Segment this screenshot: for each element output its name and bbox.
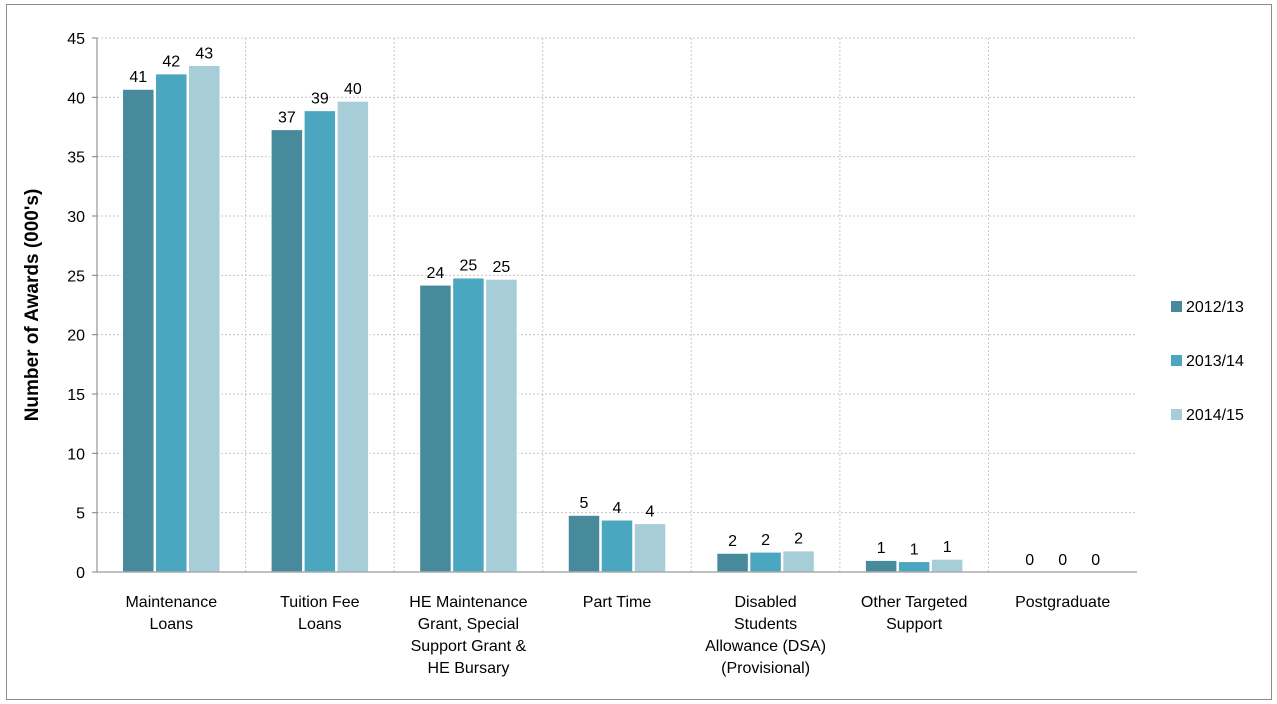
category-label: Postgraduate [1015,594,1110,611]
data-label: 40 [344,81,362,98]
y-tick-label: 5 [76,506,85,523]
bar-2014-15 [930,558,964,573]
y-tick-labels: 0 5 10 15 20 25 30 35 40 45 [67,31,85,582]
bar-2012-13 [418,284,453,573]
category-label: Loans [298,616,342,633]
category-label: Part Time [583,594,652,611]
bar-2014-15 [336,100,370,573]
bar-2012-13 [567,514,601,573]
bar-2013-14 [303,109,337,573]
y-tick-label: 45 [67,31,85,48]
legend: 2012/13 2013/14 2014/15 [1171,299,1244,424]
bar-2012-13 [715,552,750,573]
category-label: HE Maintenance [409,594,527,611]
category-label: Tuition Fee [280,594,360,611]
category-label: Students [734,616,797,633]
data-label: 2 [728,533,737,550]
category-label: (Provisional) [721,660,810,677]
category-label: Support Grant & [411,638,527,655]
bar-2012-13 [121,88,156,573]
data-label: 42 [162,54,180,71]
y-axis-title: Number of Awards (000's) [22,189,43,422]
grid-lines [92,37,1137,573]
data-label: 43 [195,45,213,62]
bar-2012-13 [864,559,898,573]
y-tick-label: 20 [67,328,85,345]
data-label: 0 [1058,552,1067,569]
y-tick-label: 10 [67,446,85,463]
bar-2013-14 [748,551,783,573]
data-label: 0 [1091,552,1100,569]
data-label: 5 [580,495,589,512]
category-label: Support [886,616,943,633]
bar-2014-15 [187,64,222,573]
data-label: 37 [278,109,296,126]
data-label: 0 [1025,552,1034,569]
category-label: Grant, Special [418,616,519,633]
bar-2013-14 [154,72,189,573]
y-tick-label: 40 [67,90,85,107]
data-label: 25 [493,259,511,276]
data-label: 25 [460,258,478,275]
bar-2013-14 [451,276,486,573]
legend-swatch [1171,355,1182,366]
bars [121,64,964,573]
data-label: 39 [311,90,329,107]
bar-2014-15 [781,549,816,573]
legend-swatch [1171,409,1182,420]
data-label: 24 [427,265,445,282]
legend-label: 2014/15 [1186,407,1244,424]
y-tick-label: 15 [67,387,85,404]
bar-2012-13 [270,128,304,573]
category-labels: Maintenance Loans Tuition Fee Loans HE Maint… [125,594,1110,677]
data-label: 1 [877,540,886,557]
category-label: Maintenance [125,594,217,611]
y-tick-label: 30 [67,209,85,226]
data-label: 41 [129,69,147,86]
data-label: 1 [943,539,952,556]
bar-2013-14 [600,519,634,573]
category-label: Disabled [734,594,796,611]
bar-2014-15 [484,278,519,573]
axes [96,38,1137,573]
category-label: Loans [149,616,193,633]
legend-swatch [1171,301,1182,312]
y-tick-label: 35 [67,150,85,167]
category-label: Allowance (DSA) [705,638,826,655]
data-label: 1 [910,541,919,558]
data-label: 2 [794,531,803,548]
bar-2013-14 [897,560,931,573]
legend-label: 2013/14 [1186,353,1244,370]
legend-label: 2012/13 [1186,299,1244,316]
data-label: 4 [613,500,622,517]
category-label: Other Targeted [861,594,967,611]
bar-2014-15 [633,522,667,573]
y-tick-label: 0 [76,565,85,582]
data-label: 2 [761,532,770,549]
category-label: HE Bursary [428,660,510,677]
data-label: 4 [646,503,655,520]
y-tick-label: 25 [67,268,85,285]
